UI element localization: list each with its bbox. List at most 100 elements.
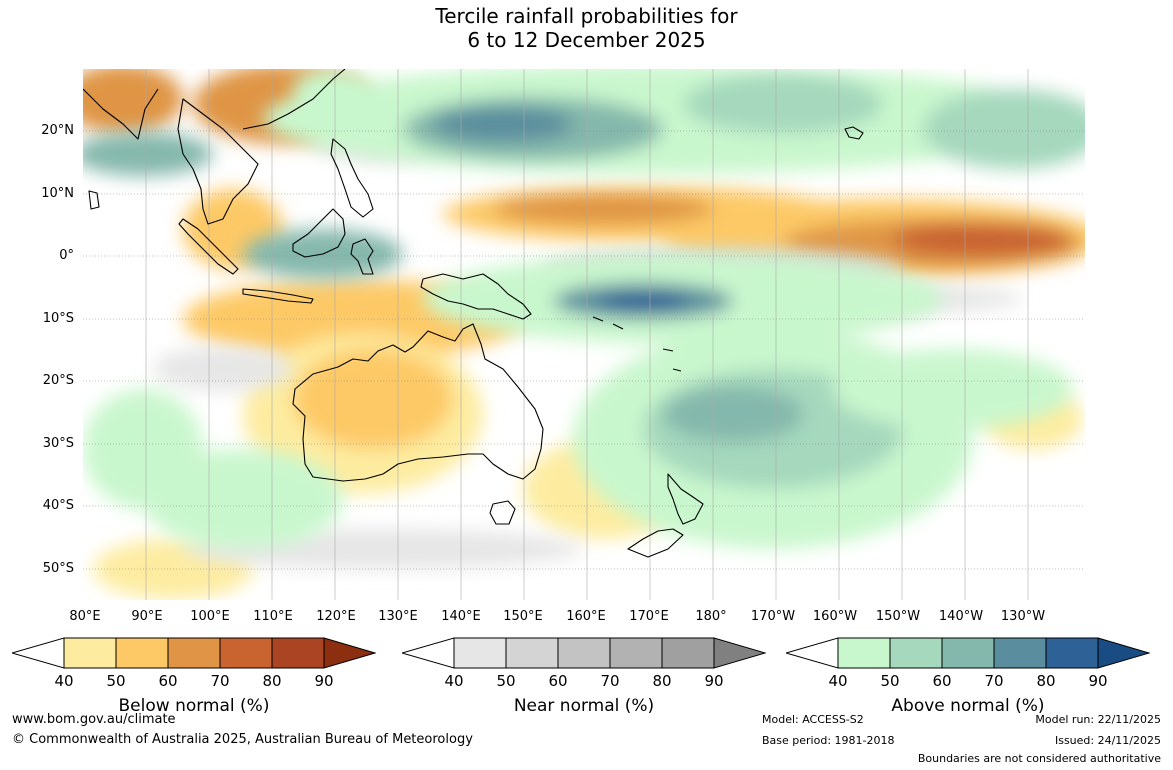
probability-fields <box>83 69 1085 600</box>
colorbar-tick: 70 <box>600 672 620 690</box>
footer-url[interactable]: www.bom.gov.au/climate <box>12 712 176 727</box>
colorbar-above-label: Above normal (%) <box>891 696 1045 716</box>
colorbar-below-swatch <box>219 637 273 669</box>
graticule <box>83 130 1085 570</box>
colorbar-below-swatch <box>115 637 169 669</box>
lat-label: 40°S <box>42 498 74 513</box>
australia-coastline <box>292 323 544 482</box>
sumatra-coastline <box>178 218 239 275</box>
colorbar-tick: 80 <box>652 672 672 690</box>
colorbar-near-swatch <box>609 637 663 669</box>
colorbar-tick: 40 <box>54 672 74 690</box>
new-zealand-south-coastline <box>627 528 684 558</box>
chart-title: Tercile rainfall probabilities for 6 to … <box>0 4 1173 52</box>
lon-label: 90°E <box>131 609 163 624</box>
lat-label: 30°S <box>42 436 74 451</box>
colorbar-above-swatch <box>1045 637 1099 669</box>
colorbar-below-high-triangle <box>323 637 376 669</box>
colorbar-near-low-triangle <box>402 637 455 669</box>
colorbar-above-normal <box>786 637 1150 669</box>
footer-copyright: © Commonwealth of Australia 2025, Austra… <box>12 732 473 747</box>
lon-label: 130°W <box>1000 609 1046 624</box>
colorbar-above-low-triangle <box>786 637 839 669</box>
indochina-coastline <box>177 98 259 225</box>
lon-label: 100°E <box>190 609 230 624</box>
sri-lanka-coastline <box>88 190 100 210</box>
colorbar-tick: 40 <box>828 672 848 690</box>
colorbar-below-label: Below normal (%) <box>118 696 270 716</box>
title-line-1: Tercile rainfall probabilities for <box>435 4 738 28</box>
colorbar-tick: 90 <box>1088 672 1108 690</box>
colorbar-below-swatch <box>167 637 221 669</box>
colorbar-above-high-triangle <box>1097 637 1150 669</box>
tasmania-coastline <box>489 500 516 525</box>
colorbar-above-swatch <box>941 637 995 669</box>
new-guinea-coastline <box>420 273 532 320</box>
borneo-coastline <box>292 208 346 258</box>
colorbar-tick: 80 <box>1036 672 1056 690</box>
china-coastline <box>242 69 346 130</box>
colorbar-tick: 60 <box>932 672 952 690</box>
lon-label: 150°E <box>503 609 543 624</box>
colorbar-tick: 50 <box>496 672 516 690</box>
lon-label: 180° <box>695 609 727 624</box>
colorbar-below-normal <box>12 637 376 669</box>
colorbar-near-swatch <box>505 637 559 669</box>
colorbar-tick: 40 <box>444 672 464 690</box>
sulawesi-coastline <box>350 238 374 275</box>
footer-base-period: Base period: 1981-2018 <box>762 734 895 747</box>
lon-label: 80°E <box>69 609 101 624</box>
colorbar-below-low-triangle <box>12 637 65 669</box>
colorbar-near-high-triangle <box>713 637 766 669</box>
lon-label: 170°E <box>629 609 669 624</box>
colorbar-below-swatch <box>271 637 325 669</box>
colorbar-tick: 90 <box>704 672 724 690</box>
lon-label: 170°W <box>750 609 796 624</box>
colorbar-above-swatch <box>889 637 943 669</box>
lat-label: 10°N <box>41 186 74 201</box>
lat-label: 50°S <box>42 561 74 576</box>
colorbar-above-ticks: 40 50 60 70 80 90 <box>828 672 1107 690</box>
lon-label: 130°E <box>378 609 418 624</box>
colorbar-near-swatch <box>661 637 715 669</box>
footer-disclaimer: Boundaries are not considered authoritat… <box>917 752 1161 765</box>
colorbar-tick: 70 <box>984 672 1004 690</box>
lon-label: 150°W <box>875 609 921 624</box>
lon-label: 160°W <box>812 609 858 624</box>
hawaii-coastline <box>844 126 864 140</box>
lat-label: 10°S <box>42 311 74 326</box>
lon-label: 110°E <box>253 609 293 624</box>
colorbar-near-swatch <box>453 637 507 669</box>
philippines-coastline <box>330 138 374 218</box>
colorbar-tick: 60 <box>158 672 178 690</box>
lon-label: 120°E <box>316 609 356 624</box>
colorbar-above-swatch <box>993 637 1047 669</box>
colorbar-above-swatch <box>837 637 891 669</box>
title-line-2: 6 to 12 December 2025 <box>467 28 706 52</box>
india-coastline <box>83 88 159 140</box>
new-zealand-north-coastline <box>667 473 704 525</box>
java-coastline <box>242 288 314 304</box>
colorbar-near-normal <box>402 637 766 669</box>
probability-map <box>83 69 1085 600</box>
colorbar-near-label: Near normal (%) <box>513 696 655 716</box>
coastlines <box>83 69 864 558</box>
colorbar-near-ticks: 40 50 60 70 80 90 <box>444 672 723 690</box>
colorbar-tick: 70 <box>210 672 230 690</box>
footer-issued: Issued: 24/11/2025 <box>1054 734 1161 747</box>
colorbar-tick: 60 <box>548 672 568 690</box>
lon-label: 140°E <box>441 609 481 624</box>
colorbar-near-swatch <box>557 637 611 669</box>
footer-model: Model: ACCESS-S2 <box>762 713 864 726</box>
colorbar-tick: 90 <box>314 672 334 690</box>
colorbar-below-ticks: 40 50 60 70 80 90 <box>54 672 333 690</box>
lat-label: 20°S <box>42 373 74 388</box>
footer-model-run: Model run: 22/11/2025 <box>1035 713 1161 726</box>
lon-label: 140°W <box>938 609 984 624</box>
colorbar-tick: 50 <box>880 672 900 690</box>
colorbar-below-swatch <box>63 637 117 669</box>
lat-label: 0° <box>59 248 74 263</box>
lat-label: 20°N <box>41 123 74 138</box>
colorbar-tick: 80 <box>262 672 282 690</box>
lon-label: 160°E <box>566 609 606 624</box>
